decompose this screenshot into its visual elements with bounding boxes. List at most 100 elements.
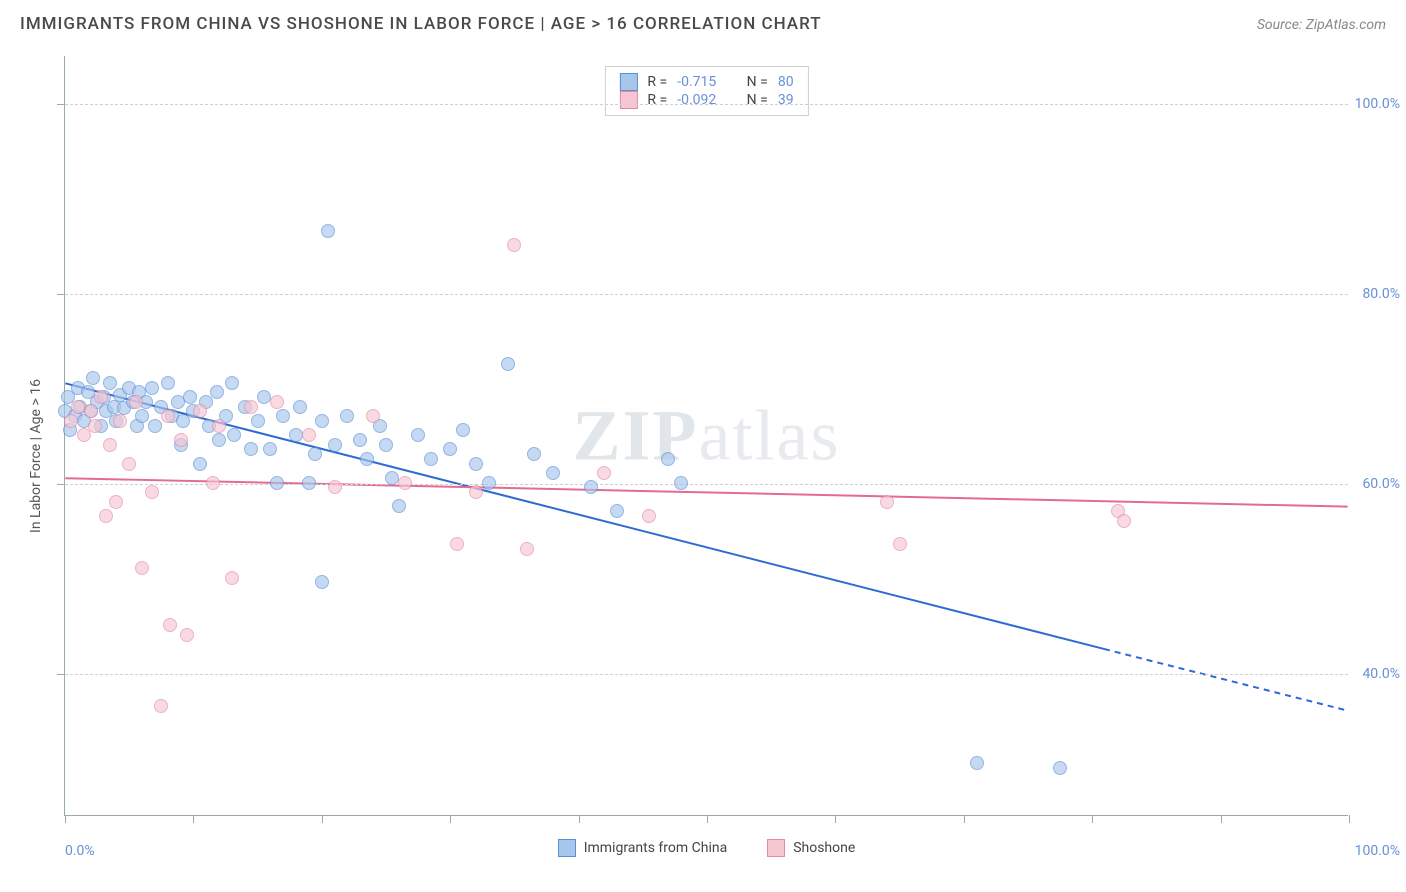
gridline: [65, 294, 1348, 295]
data-point-shoshone: [113, 414, 127, 428]
data-point-china: [1053, 761, 1067, 775]
data-point-china: [135, 409, 149, 423]
data-point-shoshone: [520, 542, 534, 556]
chart-source: Source: ZipAtlas.com: [1257, 17, 1386, 33]
data-point-china: [443, 442, 457, 456]
trend-line-shoshone: [65, 478, 1347, 506]
data-point-shoshone: [642, 509, 656, 523]
y-tick-label: 60.0%: [1362, 476, 1400, 492]
data-point-china: [584, 480, 598, 494]
data-point-shoshone: [145, 485, 159, 499]
x-tick: [835, 815, 836, 823]
data-point-china: [263, 442, 277, 456]
data-point-china: [148, 419, 162, 433]
y-tick-label: 100.0%: [1355, 96, 1400, 112]
data-point-china: [527, 447, 541, 461]
data-point-china: [145, 381, 159, 395]
data-point-china: [161, 376, 175, 390]
x-tick: [322, 815, 323, 823]
data-point-china: [353, 433, 367, 447]
data-point-china: [340, 409, 354, 423]
data-point-china: [610, 504, 624, 518]
legend-swatch-china: [558, 839, 576, 857]
gridline: [65, 104, 1348, 105]
data-point-china: [456, 423, 470, 437]
x-tick: [1221, 815, 1222, 823]
data-point-shoshone: [99, 509, 113, 523]
plot-area: ZIPatlas R = -0.715 N = 80R = -0.092 N =…: [64, 56, 1348, 816]
data-point-shoshone: [129, 395, 143, 409]
data-point-china: [302, 476, 316, 490]
data-point-china: [411, 428, 425, 442]
data-point-shoshone: [122, 457, 136, 471]
data-point-shoshone: [244, 400, 258, 414]
data-point-shoshone: [507, 238, 521, 252]
data-point-shoshone: [328, 480, 342, 494]
data-point-china: [501, 357, 515, 371]
chart-title: IMMIGRANTS FROM CHINA VS SHOSHONE IN LAB…: [20, 14, 822, 34]
data-point-china: [212, 433, 226, 447]
data-point-china: [315, 414, 329, 428]
legend-bottom-item-shoshone: Shoshone: [767, 839, 855, 857]
data-point-china: [360, 452, 374, 466]
data-point-shoshone: [302, 428, 316, 442]
x-tick: [450, 815, 451, 823]
data-point-shoshone: [1117, 514, 1131, 528]
data-point-china: [293, 400, 307, 414]
y-tick-label: 40.0%: [1362, 666, 1400, 682]
data-point-shoshone: [193, 404, 207, 418]
data-point-shoshone: [270, 395, 284, 409]
data-point-china: [103, 376, 117, 390]
data-point-shoshone: [163, 618, 177, 632]
data-point-shoshone: [597, 466, 611, 480]
data-point-shoshone: [88, 419, 102, 433]
x-tick: [964, 815, 965, 823]
data-point-china: [482, 476, 496, 490]
data-point-shoshone: [398, 476, 412, 490]
data-point-shoshone: [174, 433, 188, 447]
x-tick: [65, 815, 66, 823]
data-point-shoshone: [180, 628, 194, 642]
data-point-shoshone: [109, 495, 123, 509]
data-point-shoshone: [206, 476, 220, 490]
x-axis-max-label: 100.0%: [1355, 843, 1400, 859]
data-point-china: [379, 438, 393, 452]
data-point-china: [661, 452, 675, 466]
y-axis-title: In Labor Force | Age > 16: [28, 379, 44, 533]
legend-series: Immigrants from China Shoshone: [65, 839, 1348, 861]
y-tick: [57, 104, 65, 105]
data-point-china: [225, 376, 239, 390]
trend-line-china-extrapolated: [1104, 649, 1348, 711]
data-point-shoshone: [135, 561, 149, 575]
data-point-china: [674, 476, 688, 490]
data-point-shoshone: [366, 409, 380, 423]
data-point-china: [970, 756, 984, 770]
data-point-shoshone: [212, 419, 226, 433]
data-point-china: [270, 476, 284, 490]
legend-series-label-shoshone: Shoshone: [793, 840, 855, 856]
data-point-shoshone: [225, 571, 239, 585]
data-point-china: [276, 409, 290, 423]
x-axis-min-label: 0.0%: [65, 843, 95, 859]
data-point-china: [251, 414, 265, 428]
legend-bottom-item-china: Immigrants from China: [558, 839, 728, 857]
data-point-china: [315, 575, 329, 589]
y-tick: [57, 294, 65, 295]
data-point-shoshone: [450, 537, 464, 551]
x-tick: [1092, 815, 1093, 823]
data-point-shoshone: [84, 404, 98, 418]
data-point-china: [546, 466, 560, 480]
legend-series-label-china: Immigrants from China: [584, 840, 728, 856]
trend-lines: [65, 56, 1348, 815]
data-point-china: [227, 428, 241, 442]
chart-container: ZIPatlas R = -0.715 N = 80R = -0.092 N =…: [20, 46, 1386, 866]
data-point-china: [392, 499, 406, 513]
data-point-shoshone: [64, 414, 78, 428]
data-point-china: [183, 390, 197, 404]
x-tick: [1349, 815, 1350, 823]
data-point-china: [210, 385, 224, 399]
data-point-shoshone: [161, 409, 175, 423]
data-point-china: [321, 224, 335, 238]
data-point-china: [86, 371, 100, 385]
gridline: [65, 674, 1348, 675]
